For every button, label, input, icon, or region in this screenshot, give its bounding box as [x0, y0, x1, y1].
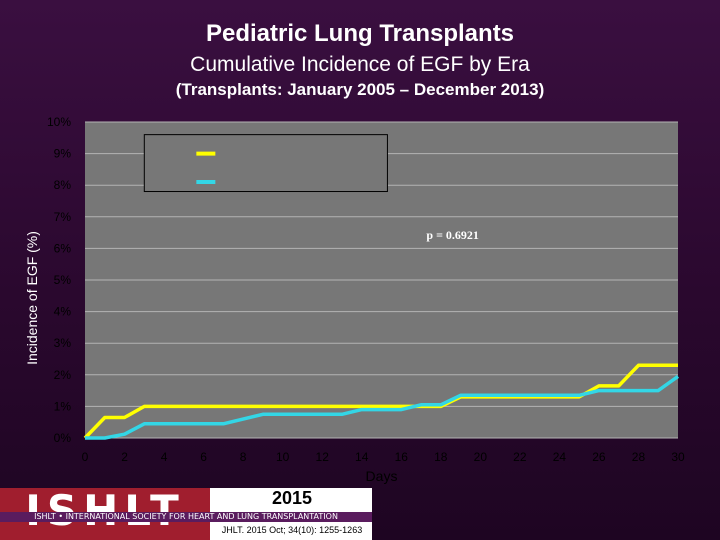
y-tick-label: 7% — [54, 210, 72, 224]
legend-swatches — [196, 151, 216, 185]
x-tick-label: 14 — [355, 450, 369, 464]
y-tick-label: 2% — [54, 368, 72, 382]
x-tick-label: 0 — [82, 450, 89, 464]
y-tick-label: 10% — [47, 115, 71, 129]
x-tick-label: 30 — [671, 450, 685, 464]
y-tick-label: 1% — [54, 399, 72, 413]
y-tick-label: 4% — [54, 305, 72, 319]
x-tick-label: 20 — [474, 450, 488, 464]
x-tick-label: 10 — [276, 450, 290, 464]
report-year: 2015 — [271, 488, 313, 508]
x-tick-label: 16 — [395, 450, 409, 464]
x-tick-label: 18 — [434, 450, 448, 464]
x-tick-label: 6 — [200, 450, 207, 464]
x-tick-label: 4 — [161, 450, 168, 464]
citation: JHLT. 2015 Oct; 34(10): 1255-1263 — [221, 525, 363, 535]
chart-title: Pediatric Lung Transplants — [205, 20, 515, 47]
series-lines — [83, 363, 680, 440]
chart-svg: 0%1%2%3%4%5%6%7%8%9%10% 0 2 4 6 8 10 12 14 16 18 2… — [24, 115, 685, 484]
legend — [143, 134, 388, 193]
x-tick-label: 28 — [632, 450, 646, 464]
y-tick-label: 0% — [54, 431, 72, 445]
y-axis-ticks: 0% 1% 2% 3% 4% 5% 6% 7% 8% 9% 10% — [47, 115, 71, 445]
y-axis-title: Incidence of EGF (%) — [24, 231, 40, 365]
x-tick-label: 22 — [513, 450, 527, 464]
y-tick-label: 8% — [54, 178, 72, 192]
y-tick-label: 6% — [54, 241, 72, 255]
series-line — [85, 374, 680, 440]
x-axis-ticks: 0 2 4 6 8 10 12 14 16 18 20 22 24 26 28 30 — [82, 450, 685, 464]
logo-text: ISHLT — [25, 486, 185, 535]
y-tick-label: 9% — [54, 147, 72, 161]
footer: ISHLT ISHLT • INTERNATIONAL SOCIETY FOR … — [0, 486, 372, 540]
x-tick-label: 8 — [240, 450, 247, 464]
chart-period: (Transplants: January 2005 – December 20… — [175, 80, 545, 99]
x-axis-title: Days — [366, 468, 398, 484]
chart-subtitle: Cumulative Incidence of EGF by Era — [190, 53, 530, 76]
x-tick-label: 2 — [121, 450, 128, 464]
y-tick-label: 3% — [54, 336, 72, 350]
x-tick-label: 24 — [553, 450, 567, 464]
x-tick-label: 26 — [592, 450, 606, 464]
p-value-annotation: p = 0.6921 — [426, 228, 479, 242]
y-tick-label: 5% — [54, 273, 72, 287]
society-name: ISHLT • INTERNATIONAL SOCIETY FOR HEART … — [0, 512, 372, 522]
x-tick-label: 12 — [316, 450, 330, 464]
